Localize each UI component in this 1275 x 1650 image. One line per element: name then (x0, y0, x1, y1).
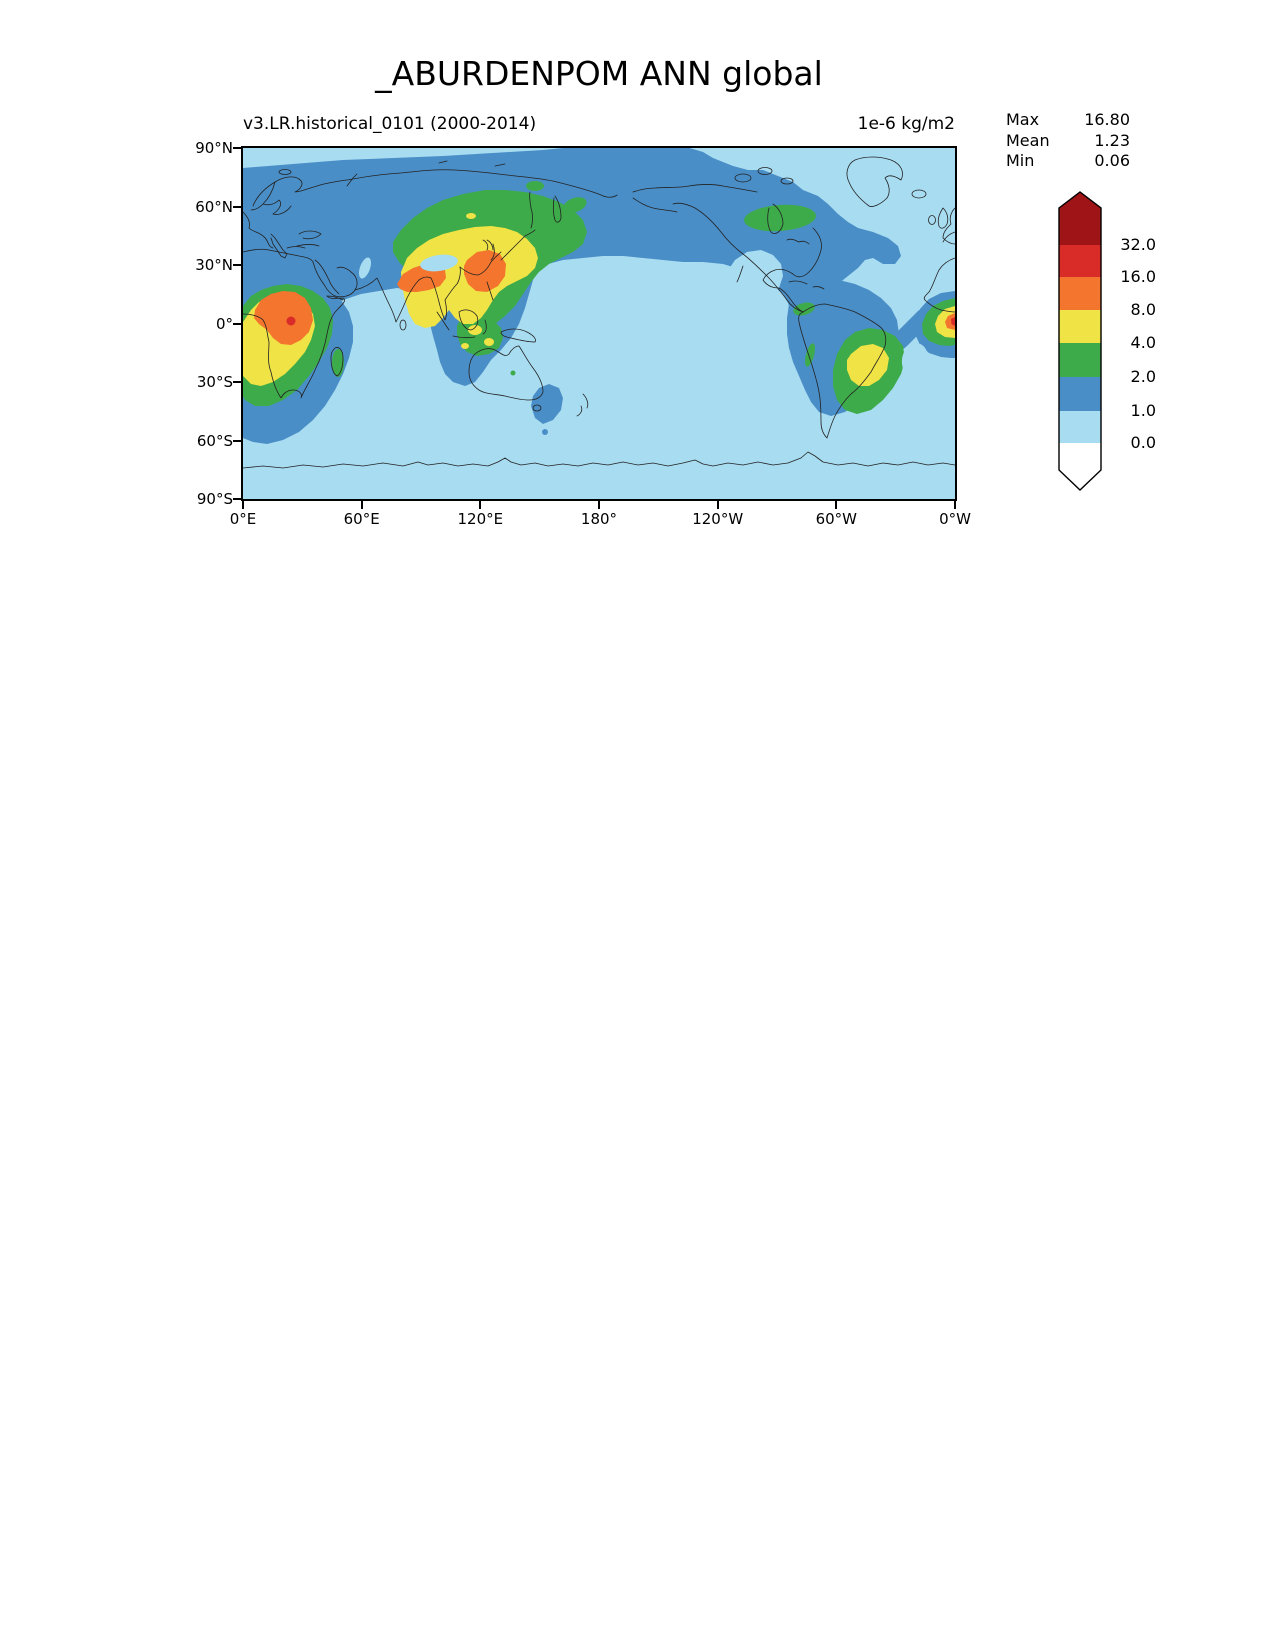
colorbar-band-blue (1059, 377, 1101, 411)
stat-mean-value: 1.23 (1094, 130, 1130, 150)
xtick-mark (954, 501, 956, 509)
xtick-label: 120°E (457, 510, 504, 528)
ytick-label: 90°N (195, 139, 233, 157)
ytick-mark (233, 498, 241, 500)
xtick-label: 180° (580, 510, 618, 528)
colorbar-tick-label: 1.0 (1130, 401, 1156, 420)
colorbar-tick-label: 0.0 (1130, 433, 1156, 452)
coastlines (243, 156, 955, 469)
xtick-mark (716, 501, 719, 509)
ytick-mark (233, 381, 241, 383)
xtick-label: 60°E (343, 510, 380, 528)
colorbar-extend-top (1059, 192, 1101, 208)
colorbar-tick-label: 16.0 (1120, 267, 1156, 286)
colorbar (1058, 191, 1102, 491)
colorbar-band-darkred (1059, 208, 1101, 245)
colorbar-band-yellow (1059, 310, 1101, 343)
xtick-mark (360, 501, 363, 509)
contour-map-svg (243, 148, 955, 499)
plot-subtitle: v3.LR.historical_0101 (2000-2014) (243, 114, 537, 134)
colorbar-band-green (1059, 343, 1101, 377)
plot-title: _ABURDENPOM ANN global (375, 54, 823, 93)
ytick-label: 60°N (195, 197, 233, 216)
stat-min: Min 0.06 (1006, 151, 1130, 172)
xtick-label: 60°W (815, 510, 857, 528)
stats-block: Max 16.80 Mean 1.23 Min 0.06 (1006, 110, 1130, 172)
map-layer-level-16-32 (286, 316, 955, 326)
map-layer-lowvalue-holes (358, 250, 929, 377)
xtick-label: 0°E (229, 510, 257, 528)
xtick-mark (479, 501, 482, 509)
stat-max-value: 16.80 (1084, 110, 1130, 129)
ytick-mark (233, 205, 241, 208)
stat-max-label: Max (1006, 110, 1040, 129)
ytick-mark (233, 439, 241, 442)
colorbar-band-white (1059, 443, 1101, 470)
stat-min-value: 0.06 (1094, 151, 1130, 171)
colorbar-outline (1058, 191, 1102, 491)
ytick-label: 90°S (196, 490, 233, 508)
xtick-mark (598, 501, 600, 509)
stat-mean-label: Mean (1006, 130, 1050, 150)
colorbar-tick-label: 8.0 (1130, 300, 1156, 319)
colorbar-tick-label: 4.0 (1130, 333, 1156, 352)
xtick-label: 120°W (692, 510, 744, 528)
ytick-mark (233, 322, 241, 325)
ytick-label: 30°S (196, 373, 233, 391)
ytick-mark (233, 264, 241, 266)
colorbar-band-orange (1059, 277, 1101, 310)
colorbar-tick-label: 32.0 (1120, 235, 1156, 254)
ytick-mark (233, 147, 241, 149)
colorbar-extend-bottom (1059, 470, 1101, 490)
map-plot-area (241, 146, 957, 501)
ytick-label: 0° (215, 314, 233, 333)
ytick-label: 30°N (195, 256, 233, 274)
xtick-label: 0°W (939, 510, 971, 528)
stat-mean: Mean 1.23 (1006, 131, 1130, 152)
colorbar-band-lightblue (1059, 411, 1101, 443)
stat-max: Max 16.80 (1006, 110, 1130, 131)
colorbar-tick-label: 2.0 (1130, 367, 1156, 386)
xtick-mark (242, 501, 244, 509)
stat-min-label: Min (1006, 151, 1035, 171)
ytick-label: 60°S (196, 431, 233, 450)
xtick-mark (835, 501, 838, 509)
units-label: 1e-6 kg/m2 (857, 114, 955, 134)
colorbar-band-red (1059, 245, 1101, 277)
